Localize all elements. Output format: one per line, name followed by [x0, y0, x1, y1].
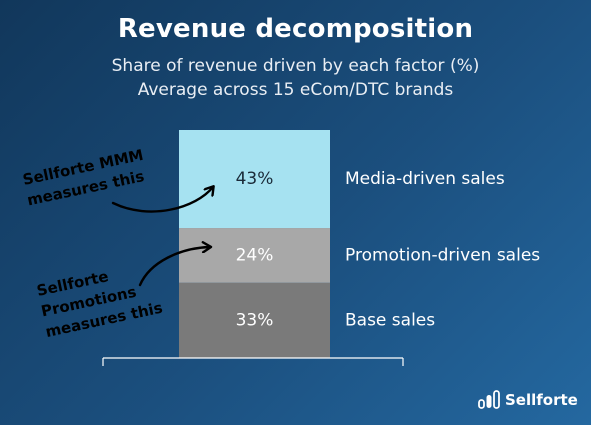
brand-name: Sellforte	[505, 391, 578, 409]
annotation-promotions: SellfortePromotionsmeasures this	[35, 258, 164, 341]
legend-label-base-sales: Base sales	[345, 310, 435, 330]
chart-subtitle-2: Average across 15 eCom/DTC brands	[137, 80, 454, 100]
chart-subtitle: Share of revenue driven by each factor (…	[111, 56, 480, 76]
data-label-promotion-driven-sales: 24%	[236, 245, 274, 265]
annotation-mmm: Sellforte MMMmeasures this	[21, 146, 149, 210]
chart-title: Revenue decomposition	[117, 14, 474, 44]
bar-segment-media-driven-sales	[179, 130, 330, 229]
annotation-arrow-promotions	[138, 247, 210, 287]
annotation-arrow-mmm	[111, 187, 213, 213]
bar-segment-base-sales	[179, 282, 330, 358]
sellforte-logo-icon	[478, 390, 500, 409]
data-label-media-driven-sales: 43%	[236, 169, 274, 189]
data-label-base-sales: 33%	[236, 310, 274, 330]
legend-label-media-driven-sales: Media-driven sales	[345, 169, 505, 189]
brand-logo: Sellforte	[478, 390, 578, 410]
bar-segment-promotion-driven-sales	[179, 228, 330, 283]
legend-label-promotion-driven-sales: Promotion-driven sales	[345, 245, 540, 265]
